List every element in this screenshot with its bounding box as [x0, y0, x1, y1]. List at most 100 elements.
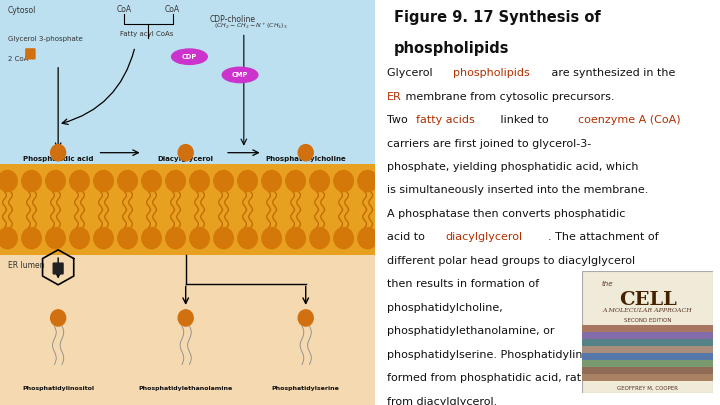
- Text: diacylglycerol: diacylglycerol: [446, 232, 523, 243]
- Text: acid to: acid to: [387, 232, 428, 243]
- Bar: [0, 0, 375, 164]
- Circle shape: [50, 145, 66, 161]
- FancyBboxPatch shape: [53, 262, 64, 275]
- Circle shape: [262, 171, 282, 192]
- Circle shape: [238, 228, 257, 249]
- Text: Phosphatidylinositol: Phosphatidylinositol: [22, 386, 94, 391]
- Text: carriers are first joined to glycerol-3-: carriers are first joined to glycerol-3-: [387, 139, 591, 149]
- Circle shape: [358, 228, 377, 249]
- Text: ER: ER: [387, 92, 402, 102]
- Text: from diacylglycerol.: from diacylglycerol.: [387, 397, 498, 405]
- Text: CELL: CELL: [618, 291, 677, 309]
- Bar: [582, 325, 713, 381]
- Circle shape: [46, 228, 66, 249]
- Circle shape: [190, 228, 210, 249]
- Text: CDP-choline: CDP-choline: [210, 15, 256, 24]
- Circle shape: [178, 145, 193, 161]
- Circle shape: [94, 171, 113, 192]
- Text: Cytosol: Cytosol: [7, 6, 36, 15]
- Circle shape: [22, 171, 41, 192]
- Circle shape: [118, 171, 138, 192]
- Circle shape: [214, 228, 233, 249]
- Text: Phosphatidic acid: Phosphatidic acid: [23, 156, 94, 162]
- Text: are synthesized in the: are synthesized in the: [548, 68, 675, 78]
- Text: ER lumen: ER lumen: [7, 261, 44, 270]
- Circle shape: [310, 171, 329, 192]
- Bar: [582, 367, 713, 374]
- Text: phosphate, yielding phosphatidic acid, which: phosphate, yielding phosphatidic acid, w…: [387, 162, 639, 172]
- Circle shape: [166, 171, 185, 192]
- Circle shape: [298, 310, 313, 326]
- Text: Phosphatidylethanolamine: Phosphatidylethanolamine: [138, 386, 233, 391]
- Bar: [0, 255, 375, 405]
- Circle shape: [190, 171, 210, 192]
- Bar: [582, 360, 713, 367]
- Text: $(CH_2-CH_2-N^+(CH_3)_3$: $(CH_2-CH_2-N^+(CH_3)_3$: [214, 21, 287, 31]
- Circle shape: [50, 310, 66, 326]
- Ellipse shape: [222, 67, 258, 83]
- Text: phospholipids: phospholipids: [394, 40, 510, 55]
- Text: phosphatidylserine. Phosphatidylinositol is: phosphatidylserine. Phosphatidylinositol…: [387, 350, 625, 360]
- Text: Glycerol 3-phosphate: Glycerol 3-phosphate: [7, 36, 82, 41]
- FancyBboxPatch shape: [25, 48, 35, 60]
- Text: the: the: [602, 281, 613, 287]
- Text: . The attachment of: . The attachment of: [548, 232, 659, 243]
- Text: phosphatidylcholine,: phosphatidylcholine,: [387, 303, 503, 313]
- Circle shape: [214, 171, 233, 192]
- Text: CDP: CDP: [182, 54, 197, 60]
- Circle shape: [286, 228, 305, 249]
- Text: fatty acids: fatty acids: [416, 115, 475, 125]
- Text: Glycerol: Glycerol: [387, 68, 436, 78]
- Bar: [582, 332, 713, 339]
- Circle shape: [142, 228, 161, 249]
- Text: phospholipids: phospholipids: [453, 68, 530, 78]
- Text: Phosphatidylcholine: Phosphatidylcholine: [266, 156, 346, 162]
- Bar: [582, 353, 713, 360]
- Circle shape: [46, 171, 66, 192]
- Bar: [582, 325, 713, 332]
- Circle shape: [310, 228, 329, 249]
- Text: formed from phosphatidic acid, rather than: formed from phosphatidic acid, rather th…: [387, 373, 629, 384]
- Bar: [582, 346, 713, 353]
- Circle shape: [334, 228, 354, 249]
- Circle shape: [286, 171, 305, 192]
- Circle shape: [298, 145, 313, 161]
- Circle shape: [358, 171, 377, 192]
- Text: Two: Two: [387, 115, 411, 125]
- Text: Figure 9. 17 Synthesis of: Figure 9. 17 Synthesis of: [394, 10, 600, 25]
- Bar: [582, 374, 713, 381]
- Text: GEOFFREY M. COOPER: GEOFFREY M. COOPER: [617, 386, 678, 390]
- Circle shape: [262, 228, 282, 249]
- Text: then results in formation of: then results in formation of: [387, 279, 539, 290]
- Text: A MOLECULAR APPROACH: A MOLECULAR APPROACH: [603, 308, 693, 313]
- Text: Fatty acyl CoAs: Fatty acyl CoAs: [120, 32, 173, 37]
- Circle shape: [70, 171, 89, 192]
- Circle shape: [94, 228, 113, 249]
- Ellipse shape: [171, 49, 207, 64]
- Text: different polar head groups to diacylglycerol: different polar head groups to diacylgly…: [387, 256, 635, 266]
- Circle shape: [142, 171, 161, 192]
- Circle shape: [70, 228, 89, 249]
- Circle shape: [166, 228, 185, 249]
- Text: is simultaneously inserted into the membrane.: is simultaneously inserted into the memb…: [387, 185, 649, 196]
- Text: A phosphatase then converts phosphatidic: A phosphatase then converts phosphatidic: [387, 209, 626, 219]
- Circle shape: [334, 171, 354, 192]
- Text: CoA: CoA: [165, 5, 180, 14]
- Text: CoA: CoA: [116, 5, 131, 14]
- Text: Diacylglycerol: Diacylglycerol: [158, 156, 214, 162]
- Bar: [0, 164, 375, 255]
- Bar: [582, 339, 713, 346]
- Text: phosphatidylethanolamine, or: phosphatidylethanolamine, or: [387, 326, 554, 337]
- Circle shape: [22, 228, 41, 249]
- Text: CMP: CMP: [232, 72, 248, 78]
- Circle shape: [238, 171, 257, 192]
- Circle shape: [118, 228, 138, 249]
- Circle shape: [0, 228, 17, 249]
- Circle shape: [178, 310, 193, 326]
- Text: membrane from cytosolic precursors.: membrane from cytosolic precursors.: [402, 92, 614, 102]
- Circle shape: [0, 171, 17, 192]
- Text: SECOND EDITION: SECOND EDITION: [624, 318, 671, 322]
- Text: coenzyme A (CoA): coenzyme A (CoA): [577, 115, 680, 125]
- Text: Phosphatidylserine: Phosphatidylserine: [271, 386, 340, 391]
- Text: 2 CoA: 2 CoA: [7, 56, 28, 62]
